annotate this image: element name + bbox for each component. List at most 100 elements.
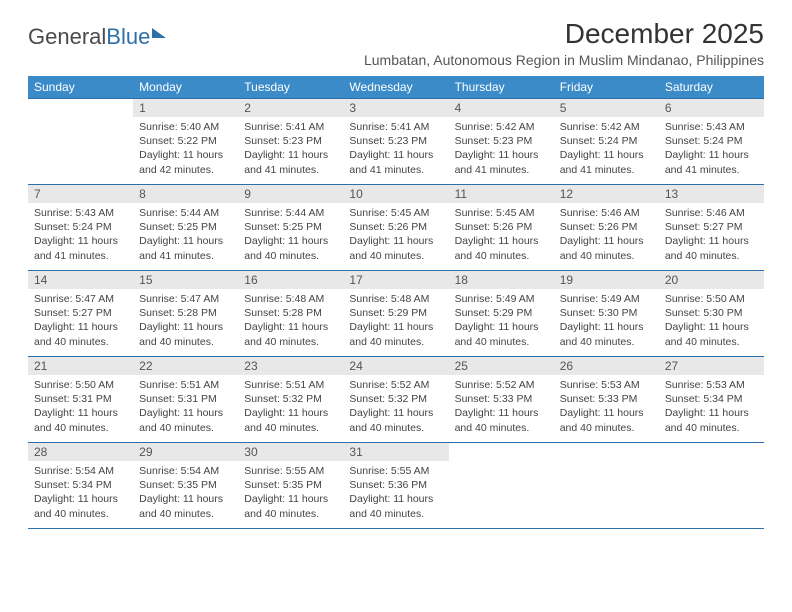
daylight-line: Daylight: 11 hours and 40 minutes.	[455, 407, 539, 433]
day-details: Sunrise: 5:43 AMSunset: 5:24 PMDaylight:…	[28, 203, 133, 266]
daylight-line: Daylight: 11 hours and 41 minutes.	[349, 149, 433, 175]
daylight-line: Daylight: 11 hours and 40 minutes.	[139, 493, 223, 519]
day-number: 14	[28, 271, 133, 289]
daylight-line: Daylight: 11 hours and 40 minutes.	[139, 321, 223, 347]
calendar-cell	[28, 99, 133, 185]
sunrise-line: Sunrise: 5:52 AM	[455, 379, 535, 391]
day-number: 22	[133, 357, 238, 375]
day-details: Sunrise: 5:44 AMSunset: 5:25 PMDaylight:…	[133, 203, 238, 266]
sunset-line: Sunset: 5:34 PM	[665, 393, 743, 405]
brand-part2: Blue	[106, 24, 150, 50]
day-details: Sunrise: 5:47 AM Sunset: 5:28 PM Daylight:…	[133, 289, 238, 352]
day-details: Sunrise: 5:45 AMSunset: 5:26 PMDaylight:…	[449, 203, 554, 266]
sunrise-line: Sunrise: 5:53 AM	[665, 379, 745, 391]
calendar-cell: 27Sunrise: 5:53 AMSunset: 5:34 PMDayligh…	[659, 357, 764, 443]
day-details: Sunrise: 5:45 AMSunset: 5:26 PMDaylight:…	[343, 203, 448, 266]
day-number: 12	[554, 185, 659, 203]
day-details: Sunrise: 5:44 AMSunset: 5:25 PMDaylight:…	[238, 203, 343, 266]
day-number: 7	[28, 185, 133, 203]
day-details: Sunrise: 5:55 AMSunset: 5:36 PMDaylight:…	[343, 461, 448, 524]
day-number: 23	[238, 357, 343, 375]
sunset-line: Sunset: 5:27 PM	[665, 221, 743, 233]
sunrise-line: Sunrise: 5:41 AM	[349, 121, 429, 133]
calendar-cell: 1Sunrise: 5:40 AMSunset: 5:22 PMDaylight…	[133, 99, 238, 185]
sunset-line: Sunset: 5:27 PM	[34, 307, 112, 319]
sunset-line: Sunset: 5:28 PM	[139, 307, 217, 319]
sunrise-line: Sunrise: 5:48 AM	[349, 293, 429, 305]
brand-logo: GeneralBlue	[28, 24, 166, 50]
calendar-cell: 2Sunrise: 5:41 AMSunset: 5:23 PMDaylight…	[238, 99, 343, 185]
sunrise-line: Sunrise: 5:47 AM	[34, 293, 114, 305]
daylight-line: Daylight: 11 hours and 40 minutes.	[560, 321, 644, 347]
day-number: 29	[133, 443, 238, 461]
calendar-cell: 8Sunrise: 5:44 AMSunset: 5:25 PMDaylight…	[133, 185, 238, 271]
day-number: 3	[343, 99, 448, 117]
sunrise-line: Sunrise: 5:50 AM	[665, 293, 745, 305]
daylight-line: Daylight: 11 hours and 40 minutes.	[244, 235, 328, 261]
page-title: December 2025	[364, 18, 764, 50]
day-details: Sunrise: 5:52 AMSunset: 5:32 PMDaylight:…	[343, 375, 448, 438]
calendar-cell	[449, 443, 554, 529]
sunrise-line: Sunrise: 5:47 AM	[139, 293, 219, 305]
daylight-line: Daylight: 11 hours and 40 minutes.	[139, 407, 223, 433]
daylight-line: Daylight: 11 hours and 40 minutes.	[34, 493, 118, 519]
sunrise-line: Sunrise: 5:42 AM	[455, 121, 535, 133]
day-number: 17	[343, 271, 448, 289]
day-number: 11	[449, 185, 554, 203]
day-number: 1	[133, 99, 238, 117]
calendar-row: 1Sunrise: 5:40 AMSunset: 5:22 PMDaylight…	[28, 99, 764, 185]
day-details: Sunrise: 5:42 AMSunset: 5:23 PMDaylight:…	[449, 117, 554, 180]
daylight-line: Daylight: 11 hours and 40 minutes.	[349, 235, 433, 261]
sunset-line: Sunset: 5:36 PM	[349, 479, 427, 491]
weekday-header: Saturday	[659, 76, 764, 99]
sunset-line: Sunset: 5:22 PM	[139, 135, 217, 147]
sunset-line: Sunset: 5:26 PM	[349, 221, 427, 233]
sunset-line: Sunset: 5:35 PM	[139, 479, 217, 491]
sunrise-line: Sunrise: 5:45 AM	[455, 207, 535, 219]
daylight-line: Daylight: 11 hours and 41 minutes.	[244, 149, 328, 175]
calendar-cell: 7Sunrise: 5:43 AMSunset: 5:24 PMDaylight…	[28, 185, 133, 271]
calendar-cell: 13Sunrise: 5:46 AMSunset: 5:27 PMDayligh…	[659, 185, 764, 271]
calendar-cell: 17Sunrise: 5:48 AMSunset: 5:29 PMDayligh…	[343, 271, 448, 357]
calendar-cell: 22Sunrise: 5:51 AMSunset: 5:31 PMDayligh…	[133, 357, 238, 443]
weekday-header: Tuesday	[238, 76, 343, 99]
sunrise-line: Sunrise: 5:51 AM	[139, 379, 219, 391]
day-details: Sunrise: 5:53 AMSunset: 5:33 PMDaylight:…	[554, 375, 659, 438]
sunrise-line: Sunrise: 5:53 AM	[560, 379, 640, 391]
calendar-cell: 4Sunrise: 5:42 AMSunset: 5:23 PMDaylight…	[449, 99, 554, 185]
day-number: 4	[449, 99, 554, 117]
day-details: Sunrise: 5:51 AMSunset: 5:31 PMDaylight:…	[133, 375, 238, 438]
daylight-line: Daylight: 11 hours and 40 minutes.	[34, 407, 118, 433]
day-number: 28	[28, 443, 133, 461]
day-details: Sunrise: 5:48 AMSunset: 5:29 PMDaylight:…	[343, 289, 448, 352]
brand-part1: General	[28, 24, 106, 50]
calendar-cell: 15Sunrise: 5:47 AMSunset: 5:28 PMDayligh…	[133, 271, 238, 357]
calendar-cell: 23Sunrise: 5:51 AMSunset: 5:32 PMDayligh…	[238, 357, 343, 443]
calendar-cell: 24Sunrise: 5:52 AMSunset: 5:32 PMDayligh…	[343, 357, 448, 443]
calendar-cell: 25Sunrise: 5:52 AMSunset: 5:33 PMDayligh…	[449, 357, 554, 443]
day-number: 9	[238, 185, 343, 203]
daylight-line: Daylight: 11 hours and 40 minutes.	[349, 321, 433, 347]
calendar-table: SundayMondayTuesdayWednesdayThursdayFrid…	[28, 76, 764, 529]
day-details: Sunrise: 5:50 AMSunset: 5:31 PMDaylight:…	[28, 375, 133, 438]
sunrise-line: Sunrise: 5:42 AM	[560, 121, 640, 133]
day-details: Sunrise: 5:55 AMSunset: 5:35 PMDaylight:…	[238, 461, 343, 524]
calendar-cell: 11Sunrise: 5:45 AMSunset: 5:26 PMDayligh…	[449, 185, 554, 271]
sunset-line: Sunset: 5:23 PM	[455, 135, 533, 147]
daylight-line: Daylight: 11 hours and 41 minutes.	[139, 235, 223, 261]
day-number: 26	[554, 357, 659, 375]
sunrise-line: Sunrise: 5:49 AM	[455, 293, 535, 305]
calendar-cell: 28Sunrise: 5:54 AMSunset: 5:34 PMDayligh…	[28, 443, 133, 529]
daylight-line: Daylight: 11 hours and 40 minutes.	[349, 407, 433, 433]
sunset-line: Sunset: 5:33 PM	[560, 393, 638, 405]
calendar-cell: 12Sunrise: 5:46 AMSunset: 5:26 PMDayligh…	[554, 185, 659, 271]
daylight-line: Daylight: 11 hours and 40 minutes.	[244, 493, 328, 519]
sunset-line: Sunset: 5:34 PM	[34, 479, 112, 491]
day-details: Sunrise: 5:42 AMSunset: 5:24 PMDaylight:…	[554, 117, 659, 180]
sunrise-line: Sunrise: 5:46 AM	[560, 207, 640, 219]
day-details: Sunrise: 5:54 AMSunset: 5:35 PMDaylight:…	[133, 461, 238, 524]
sunset-line: Sunset: 5:29 PM	[455, 307, 533, 319]
day-number: 6	[659, 99, 764, 117]
weekday-header: Monday	[133, 76, 238, 99]
sunset-line: Sunset: 5:35 PM	[244, 479, 322, 491]
